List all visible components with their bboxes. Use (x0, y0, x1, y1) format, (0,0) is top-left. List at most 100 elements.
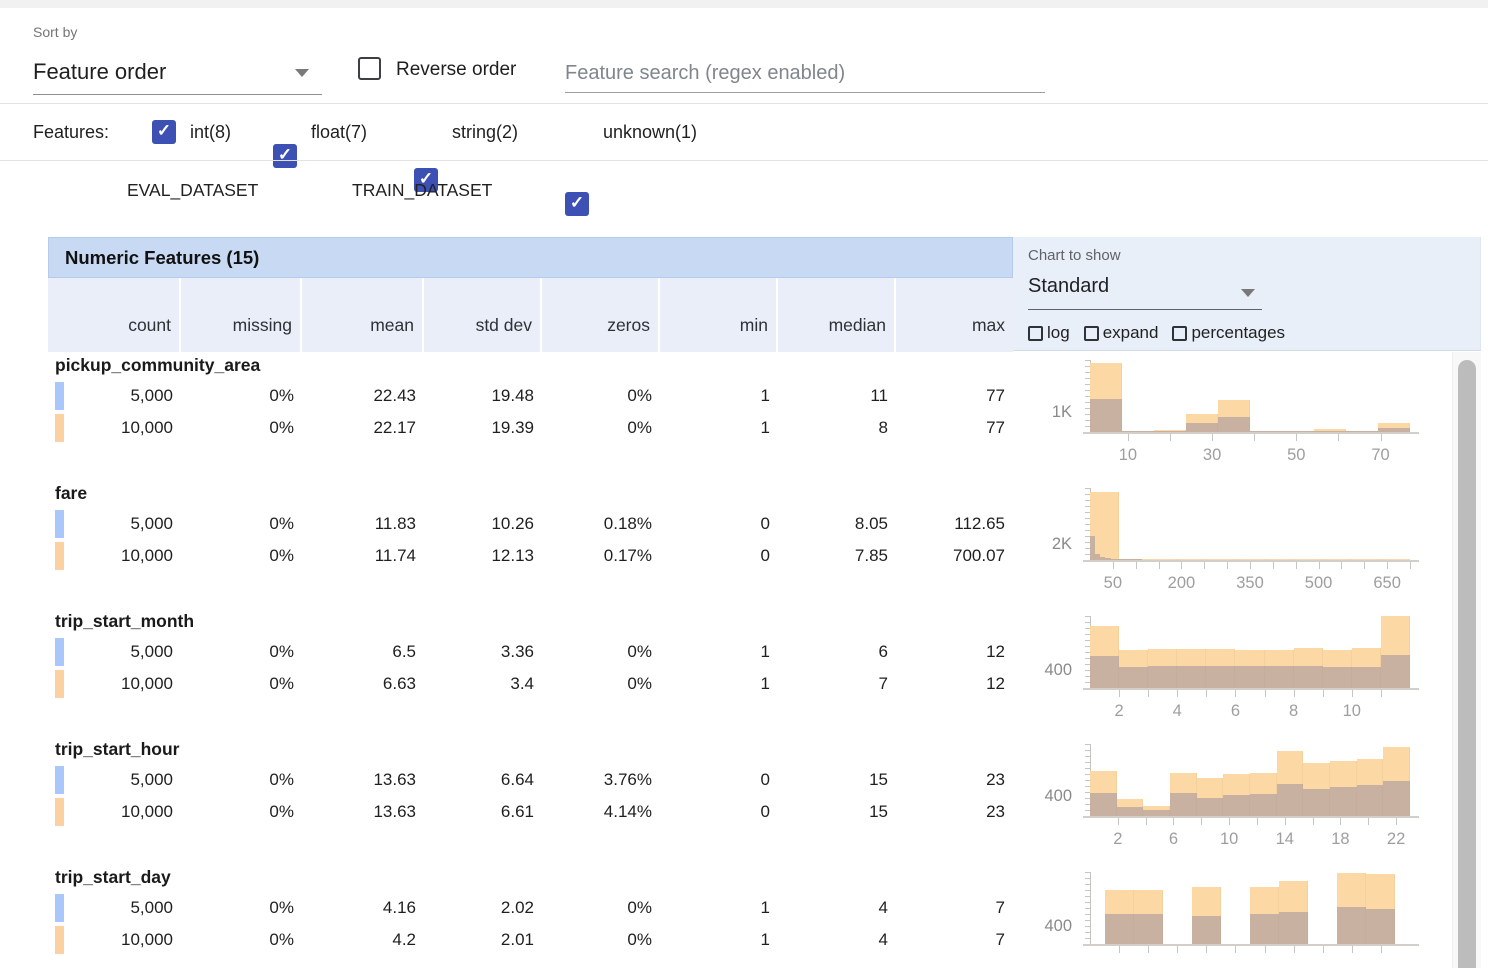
stat-cell: 1 (760, 898, 770, 917)
y-axis-tick (1085, 926, 1090, 927)
filter-float-checkbox[interactable]: ✓ (273, 144, 297, 168)
column-header-median: median (778, 278, 896, 352)
check-icon: ✓ (277, 145, 293, 165)
feature-name: trip_start_month (55, 611, 195, 631)
y-axis-tick (1085, 890, 1090, 891)
dataset-swatch (55, 382, 64, 410)
stat-cell: 23 (986, 802, 1005, 821)
y-axis-tick (1085, 872, 1090, 873)
stat-cell: 7.85 (854, 546, 888, 565)
stat-row: 5,000 0% 13.63 6.64 3.76% 0 15 23 (48, 764, 1013, 796)
eval-histogram-bar (1235, 666, 1265, 688)
eval-histogram-bar (1105, 558, 1111, 560)
stat-row: 10,000 0% 6.63 3.4 0% 1 7 12 (48, 668, 1013, 700)
x-axis-label: 22 (1386, 830, 1406, 848)
divider (0, 160, 1488, 161)
stat-cell: 0% (269, 770, 294, 789)
x-axis-tick (1312, 818, 1314, 825)
eval-histogram-bar (1090, 536, 1096, 560)
y-axis-tick (1085, 628, 1090, 629)
x-axis-label: 2 (1114, 702, 1124, 720)
x-axis-tick (1296, 434, 1298, 441)
feature-block: trip_start_day 5,000 0% 4.16 2.02 0% 1 4 7 10,000… (48, 864, 1481, 968)
eval-histogram-bar (1090, 655, 1120, 688)
reverse-order-checkbox[interactable] (358, 57, 381, 80)
stat-row: 10,000 0% 4.2 2.01 0% 1 4 7 (48, 924, 1013, 956)
y-axis-label: 400 (1044, 917, 1072, 935)
column-header-stddev: std dev (424, 278, 542, 352)
y-axis-tick (1085, 640, 1090, 641)
sort-select-underline (33, 94, 322, 95)
train-histogram-bar (1351, 559, 1381, 560)
x-axis-tick (1206, 946, 1208, 953)
y-axis-tick (1085, 908, 1090, 909)
stat-cell: 0 (760, 770, 770, 789)
x-axis (1083, 688, 1419, 690)
eval-histogram-bar (1378, 428, 1410, 432)
y-axis-tick (1085, 622, 1090, 623)
filter-string-checkbox[interactable]: ✓ (414, 168, 438, 192)
x-axis-tick (1158, 562, 1160, 569)
stat-row: 10,000 0% 11.74 12.13 0.17% 0 7.85 700.07 (48, 540, 1013, 572)
x-axis-tick (1148, 690, 1150, 697)
log-checkbox[interactable] (1028, 325, 1043, 341)
column-header-missing: missing (181, 278, 302, 352)
y-axis-tick (1085, 756, 1090, 757)
y-axis-tick (1085, 512, 1090, 513)
eval-histogram-bar (1279, 912, 1309, 944)
train-histogram-bar (1293, 648, 1323, 688)
eval-histogram-bar (1196, 798, 1224, 816)
scrollbar-thumb[interactable] (1458, 360, 1476, 968)
train-histogram-bar (1356, 759, 1384, 816)
stat-cell: 4.2 (392, 930, 416, 949)
eval-histogram-bar (1115, 559, 1121, 560)
expand-checkbox[interactable] (1083, 325, 1099, 341)
stat-cell: 0% (269, 802, 294, 821)
x-axis-label: 4 (1172, 702, 1182, 720)
x-axis-tick (1338, 434, 1340, 441)
x-axis-tick (1351, 690, 1353, 697)
feature-search-input[interactable] (565, 55, 1045, 93)
y-axis-tick (1085, 378, 1090, 379)
train-histogram-bar (1378, 423, 1410, 432)
eval-dataset-label: EVAL_DATASET (127, 180, 259, 200)
x-axis-tick (1364, 562, 1366, 569)
stat-cell: 0.18% (603, 514, 652, 533)
percentages-checkbox[interactable] (1172, 325, 1188, 341)
chart-type-select[interactable]: Standard (1028, 275, 1110, 297)
stat-cell: 77 (986, 386, 1005, 405)
sort-by-label: Sort by (33, 24, 78, 40)
y-axis-tick (1085, 500, 1090, 501)
eval-histogram-bar (1282, 431, 1314, 432)
chart-type-dropdown-arrow-icon[interactable] (1241, 289, 1255, 297)
stat-cell: 5,000 (130, 514, 173, 533)
sort-dropdown-arrow-icon[interactable] (295, 69, 309, 77)
stat-cell: 0% (269, 930, 294, 949)
feature-name: pickup_community_area (55, 355, 261, 375)
y-axis-tick (1085, 878, 1090, 879)
y-axis-tick (1085, 616, 1090, 617)
sort-order-select[interactable]: Feature order (33, 59, 167, 84)
dataset-swatch (55, 414, 64, 442)
column-header-zeros: zeros (542, 278, 660, 352)
eval-histogram-bar (1351, 666, 1381, 688)
stat-cell: 8 (878, 418, 888, 437)
stat-cell: 1 (760, 386, 770, 405)
x-axis-tick (1264, 946, 1266, 953)
x-axis-tick (1318, 562, 1320, 569)
column-header-max: max (896, 278, 1013, 352)
x-axis-tick (1264, 690, 1266, 697)
eval-histogram-bar (1119, 666, 1149, 688)
stat-row: 5,000 0% 4.16 2.02 0% 1 4 7 (48, 892, 1013, 924)
filter-int-checkbox[interactable]: ✓ (152, 120, 176, 144)
y-axis-tick (1085, 536, 1090, 537)
eval-histogram-bar (1090, 399, 1122, 432)
train-histogram-bar (1322, 649, 1352, 688)
chart-controls-panel: Chart to show Standard log expand percen… (1013, 237, 1481, 351)
filter-unknown-checkbox[interactable]: ✓ (565, 192, 589, 216)
numeric-features-header: Numeric Features (15) (48, 237, 1013, 278)
dataset-swatch (55, 798, 64, 826)
stat-cell: 7 (878, 674, 888, 693)
x-axis-tick (1341, 562, 1343, 569)
eval-histogram-bar (1218, 416, 1250, 432)
